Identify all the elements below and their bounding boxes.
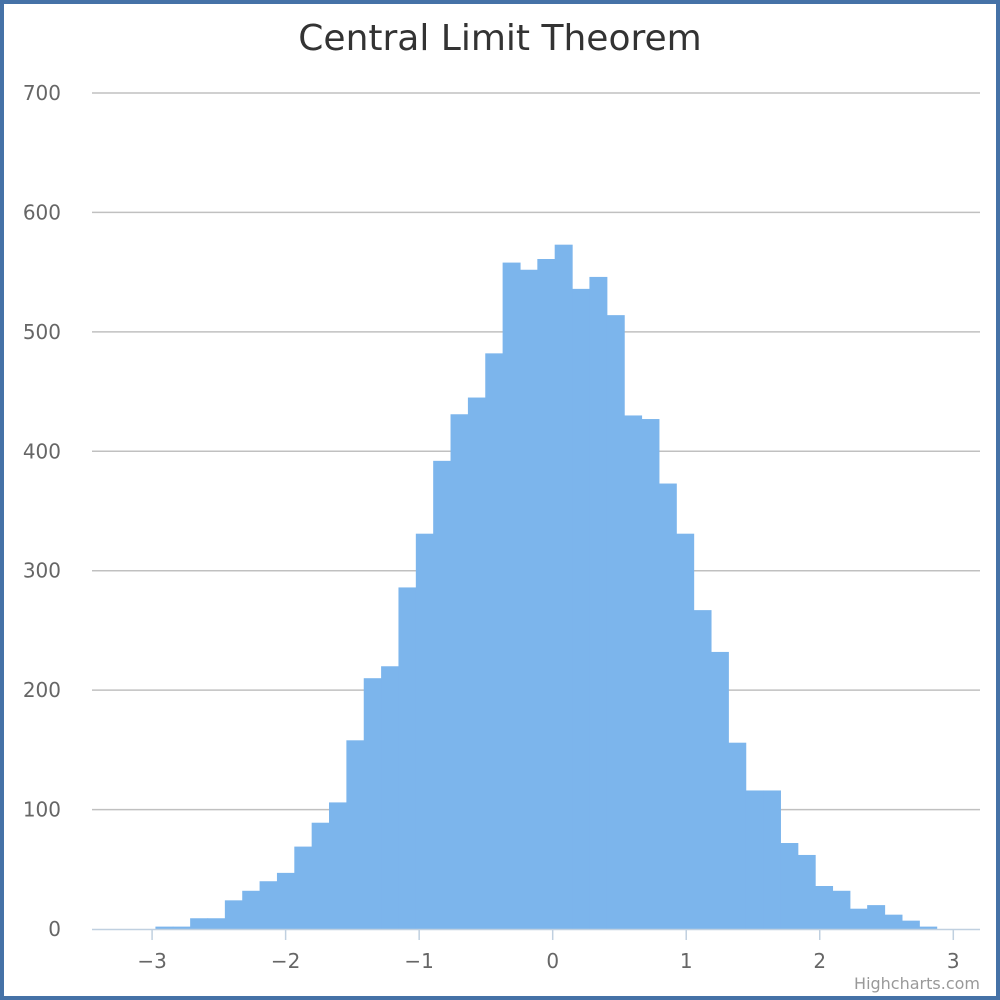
histogram-bar[interactable] [259,881,278,929]
x-tick-label: 1 [680,949,693,973]
histogram-bar[interactable] [450,414,469,930]
histogram-bar[interactable] [867,905,886,929]
histogram-bar[interactable] [884,914,903,929]
y-tick-label: 300 [23,559,61,583]
y-tick-label: 400 [23,439,61,463]
histogram-bar[interactable] [658,483,677,929]
y-tick-label: 100 [23,798,61,822]
histogram-bar[interactable] [415,533,434,929]
histogram-bar[interactable] [433,460,452,929]
histogram-bar[interactable] [519,269,538,929]
histogram-bar[interactable] [676,533,695,929]
histogram-bar[interactable] [276,872,295,929]
x-tick-label: −2 [271,949,300,973]
histogram-bar[interactable] [398,587,417,929]
histogram-bar[interactable] [780,843,799,929]
histogram-bar[interactable] [797,854,816,929]
y-axis-tick-labels: 0 100 200 300 400 500 600 700 [23,81,61,941]
histogram-bar[interactable] [155,926,174,929]
histogram-bar[interactable] [242,890,261,929]
histogram-bar[interactable] [606,315,625,929]
histogram-bar[interactable] [294,846,313,929]
x-tick-label: −3 [137,949,166,973]
histogram-bar[interactable] [693,610,712,929]
histogram-bar[interactable] [224,900,243,929]
x-tick-label: 0 [546,949,559,973]
histogram-bar[interactable] [641,419,660,929]
histogram-bar[interactable] [745,790,764,929]
histogram-bar[interactable] [710,651,729,929]
histogram-bars [155,244,938,930]
histogram-bar[interactable] [728,742,747,929]
histogram-bar[interactable] [467,397,486,929]
histogram-bar[interactable] [172,926,191,929]
histogram-bar[interactable] [485,353,504,930]
histogram-bar[interactable] [329,802,347,929]
histogram-bar[interactable] [537,259,556,929]
x-tick-label: 2 [813,949,826,973]
credits-link[interactable]: Highcharts.com [854,974,980,993]
histogram-bar[interactable] [363,678,382,929]
x-axis: −3 −2 −1 0 1 2 3 [92,928,980,973]
y-tick-label: 700 [23,81,61,105]
y-tick-label: 600 [23,200,61,224]
histogram-bar[interactable] [207,918,226,929]
histogram-bar[interactable] [849,908,868,929]
chart-title: Central Limit Theorem [298,18,701,59]
histogram-bar[interactable] [919,926,938,929]
x-tick-label: −1 [404,949,433,973]
histogram-bar[interactable] [624,415,643,929]
y-tick-label: 0 [48,917,61,941]
histogram-bar[interactable] [190,918,209,929]
histogram-bar[interactable] [815,886,834,929]
histogram-bar[interactable] [589,276,608,929]
histogram-bar[interactable] [311,822,330,929]
x-tick-label: 3 [947,949,960,973]
y-tick-label: 200 [23,678,61,702]
histogram-bar[interactable] [832,890,851,929]
histogram-bar[interactable] [502,262,521,929]
histogram-bar[interactable] [381,666,400,929]
histogram-bar[interactable] [554,244,573,929]
histogram-bar[interactable] [901,920,920,929]
histogram-bar[interactable] [763,790,781,929]
y-tick-label: 500 [23,320,61,344]
histogram-bar[interactable] [572,288,591,929]
histogram-bar[interactable] [346,740,365,929]
